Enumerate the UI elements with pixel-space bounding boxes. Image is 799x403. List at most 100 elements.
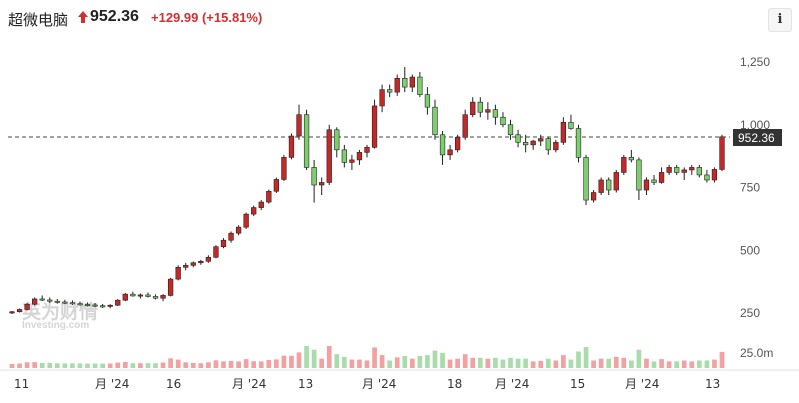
last-price-tag: 952.36 <box>733 129 782 146</box>
candle-up <box>364 147 370 153</box>
candle-up <box>198 260 204 264</box>
info-icon[interactable]: i <box>768 8 792 32</box>
candle-up <box>137 294 144 297</box>
candle-up <box>235 226 242 234</box>
time-tick-label: 月 '24 <box>362 377 396 391</box>
price-tick-label: 250 <box>740 306 760 320</box>
volume-bar <box>130 363 136 368</box>
candle-up <box>621 157 627 173</box>
volume-bar <box>598 358 604 368</box>
candle-up <box>598 179 604 193</box>
volume-bar <box>190 362 196 368</box>
candle-up <box>711 169 718 181</box>
volume-bar <box>326 346 332 368</box>
volume-bar <box>9 363 15 368</box>
volume-bar <box>70 363 75 368</box>
candle-up <box>220 239 227 248</box>
volume-bar <box>296 352 302 368</box>
candle-up <box>454 137 461 151</box>
volume-bar <box>198 363 204 368</box>
volume-bar <box>372 347 377 368</box>
candle-down <box>402 78 408 88</box>
candle-down <box>311 167 317 186</box>
candle-up <box>213 246 219 258</box>
volume-bar <box>425 355 430 368</box>
up-arrow-icon <box>78 11 88 23</box>
candle-up <box>689 167 695 171</box>
candle-up <box>447 149 453 156</box>
volume-bar <box>243 359 249 368</box>
candle-down <box>583 157 589 201</box>
candle-down <box>500 116 506 126</box>
watermark-en: Investing.com <box>22 320 89 331</box>
volume-bar <box>228 360 234 368</box>
volume-bar <box>674 361 680 368</box>
volume-bar <box>568 359 574 368</box>
volume-bar <box>712 359 717 368</box>
volume-bar <box>145 363 151 368</box>
volume-bar <box>440 352 445 368</box>
time-tick-label: 13 <box>298 377 313 391</box>
volume-bar <box>591 360 596 368</box>
candle-up <box>288 135 295 158</box>
candle-up <box>160 295 166 299</box>
candle-up <box>613 172 619 191</box>
candle-up <box>590 192 597 201</box>
candle-down <box>651 179 657 183</box>
price-axis: 1,250 1,000 750 500 250 <box>740 55 770 320</box>
candle-down <box>341 149 347 163</box>
last-price-tag-text: 952.36 <box>738 131 775 145</box>
volume-bar <box>508 357 513 368</box>
volume-bar <box>530 361 536 368</box>
candle-up <box>681 169 687 173</box>
candle-up <box>470 101 476 116</box>
candles <box>9 67 725 315</box>
volume-bar <box>681 360 687 368</box>
price-tick-label: 500 <box>740 243 760 257</box>
volume-bar <box>160 362 166 368</box>
candle-up <box>122 293 128 301</box>
volume-bar <box>213 360 219 368</box>
volume-bar <box>689 361 695 368</box>
volume-bar <box>266 359 272 368</box>
candle-up <box>409 76 415 88</box>
candle-down <box>47 299 53 302</box>
volume-bar <box>432 350 438 368</box>
volume-bar <box>289 355 294 368</box>
candle-up <box>560 121 567 143</box>
price-tick-label: 1,250 <box>740 55 770 69</box>
volume-bar <box>92 363 98 368</box>
time-tick-label: 16 <box>166 377 181 391</box>
candle-down <box>39 298 45 301</box>
volume-bar <box>274 359 279 368</box>
candle-up <box>205 256 212 262</box>
candle-up <box>281 157 287 180</box>
volume-bar <box>349 359 355 368</box>
time-tick-label: 月 '24 <box>495 377 529 391</box>
time-tick-label: 15 <box>570 377 585 391</box>
volume-bar <box>561 355 566 368</box>
volume-bar <box>447 359 453 368</box>
volume-bar <box>493 357 498 368</box>
watermark-cn: 英为财情 <box>22 300 98 323</box>
candle-up <box>190 262 196 266</box>
candle-down <box>575 128 582 158</box>
volume-bar <box>115 362 121 368</box>
volume-bar <box>538 360 544 368</box>
volume-bar <box>621 357 627 368</box>
volume-axis-label: 25.0m <box>740 346 773 360</box>
time-tick-label: 11 <box>14 377 29 391</box>
volume-bar <box>651 361 657 368</box>
candle-up <box>538 138 544 142</box>
volume-bar <box>334 354 340 368</box>
candle-up <box>319 182 325 186</box>
candle-down <box>387 89 393 93</box>
volume-bar <box>644 358 649 368</box>
candle-up <box>658 172 665 183</box>
volume-bar <box>221 361 226 368</box>
volume-bar <box>304 346 309 368</box>
candle-down <box>417 76 423 95</box>
candle-down <box>636 159 642 191</box>
quote-header: 超微电脑 952.36 +129.99 (+15.81%) i <box>0 0 799 34</box>
